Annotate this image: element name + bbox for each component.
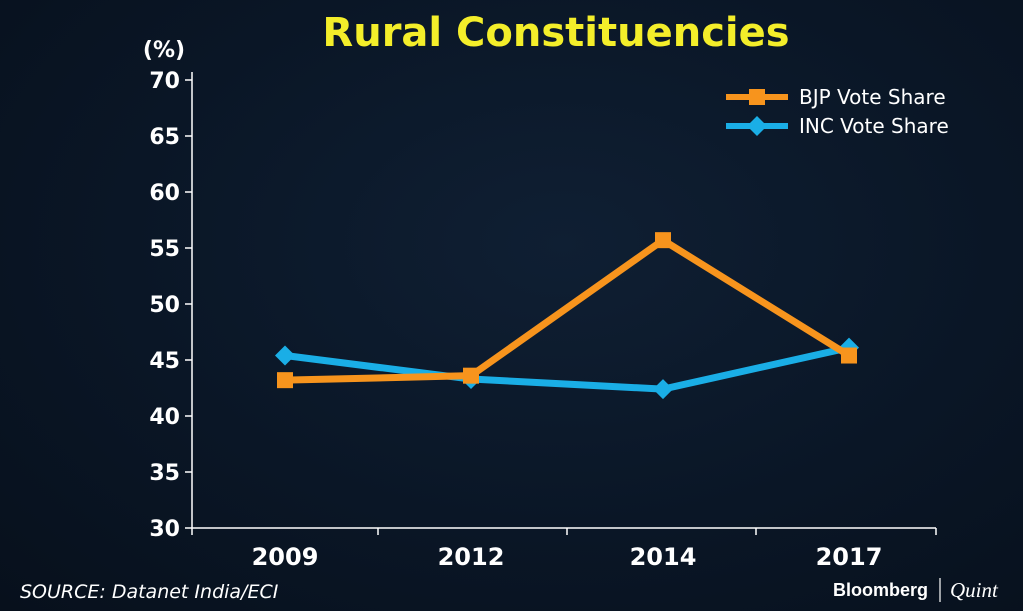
x-tick-label: 2017 <box>816 543 883 571</box>
brand-primary: Bloomberg <box>833 580 928 600</box>
inc-data-point <box>653 379 673 400</box>
legend-diamond-marker <box>747 116 767 136</box>
y-tick-label: 55 <box>149 237 180 262</box>
legend: BJP Vote Share INC Vote Share <box>726 85 949 138</box>
y-tick-label: 30 <box>149 517 180 542</box>
bjp-data-point <box>841 347 857 364</box>
series-layer <box>275 232 859 400</box>
y-tick-label: 65 <box>149 125 180 150</box>
series-bjp <box>277 232 857 389</box>
legend-label: BJP Vote Share <box>799 85 946 109</box>
chart-title: Rural Constituencies <box>322 10 789 56</box>
y-tick-label: 40 <box>149 405 180 430</box>
legend-square-marker <box>749 89 765 105</box>
y-tick-label: 50 <box>149 293 180 318</box>
inc-line <box>284 344 850 393</box>
bjp-data-point <box>463 367 479 384</box>
bjp-data-point <box>277 372 293 389</box>
y-tick-label: 60 <box>149 181 180 206</box>
x-axis: 2009 2012 2014 2017 <box>191 527 937 571</box>
legend-item: INC Vote Share <box>726 114 949 138</box>
x-tick-label: 2009 <box>252 543 319 571</box>
y-tick-label: 45 <box>149 349 180 374</box>
brand-logo: Bloomberg Quint <box>833 578 999 602</box>
legend-label: INC Vote Share <box>799 114 949 138</box>
y-unit-label: (%) <box>143 38 185 63</box>
source-note: SOURCE: Datanet India/ECI <box>20 581 279 603</box>
brand-secondary: Quint <box>950 578 999 602</box>
bjp-line <box>284 236 851 384</box>
legend-item: BJP Vote Share <box>726 85 946 109</box>
series-inc <box>275 337 859 400</box>
x-tick-label: 2014 <box>630 543 697 571</box>
bjp-data-point <box>655 232 671 249</box>
x-tick-label: 2012 <box>438 543 505 571</box>
y-tick-label: 70 <box>149 69 180 94</box>
y-tick-label: 35 <box>149 461 180 486</box>
inc-data-point <box>275 345 295 366</box>
y-axis: 30 35 40 45 50 55 60 65 70 <box>149 69 193 542</box>
